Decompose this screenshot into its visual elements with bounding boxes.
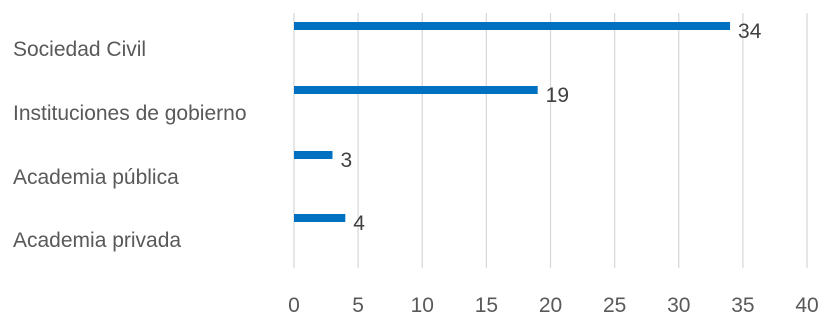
x-tick-label-0: 0 [288, 294, 300, 317]
x-tick-label-10: 10 [411, 294, 434, 317]
x-tick-label-40: 40 [795, 294, 818, 317]
data-label-academia-p-blica: 3 [340, 149, 352, 172]
category-label-instituciones-de-gobierno: Instituciones de gobierno [13, 102, 247, 125]
x-tick-label-35: 35 [731, 294, 754, 317]
category-label-academia-p-blica: Academia pública [13, 166, 179, 189]
x-tick-label-15: 15 [475, 294, 498, 317]
x-tick-label-20: 20 [539, 294, 562, 317]
gridlines [294, 13, 807, 268]
category-label-academia-privada: Academia privada [13, 229, 181, 252]
x-axis-tick-labels: 0 5 10 15 20 25 30 35 40 [288, 294, 819, 317]
x-tick-label-25: 25 [603, 294, 626, 317]
x-tick-label-30: 30 [667, 294, 690, 317]
category-label-sociedad-civil: Sociedad Civil [13, 38, 146, 61]
bar-academia-privada [294, 214, 345, 222]
data-label-instituciones-de-gobierno: 19 [546, 84, 569, 107]
category-labels: Sociedad Civil Instituciones de gobierno A… [13, 38, 247, 252]
bar-sociedad-civil [294, 22, 730, 30]
bar-academia-p-blica [294, 151, 332, 159]
bar-instituciones-de-gobierno [294, 86, 538, 94]
bars [294, 22, 730, 222]
data-label-academia-privada: 4 [353, 212, 365, 235]
data-label-sociedad-civil: 34 [738, 20, 762, 43]
x-tick-label-5: 5 [352, 294, 364, 317]
